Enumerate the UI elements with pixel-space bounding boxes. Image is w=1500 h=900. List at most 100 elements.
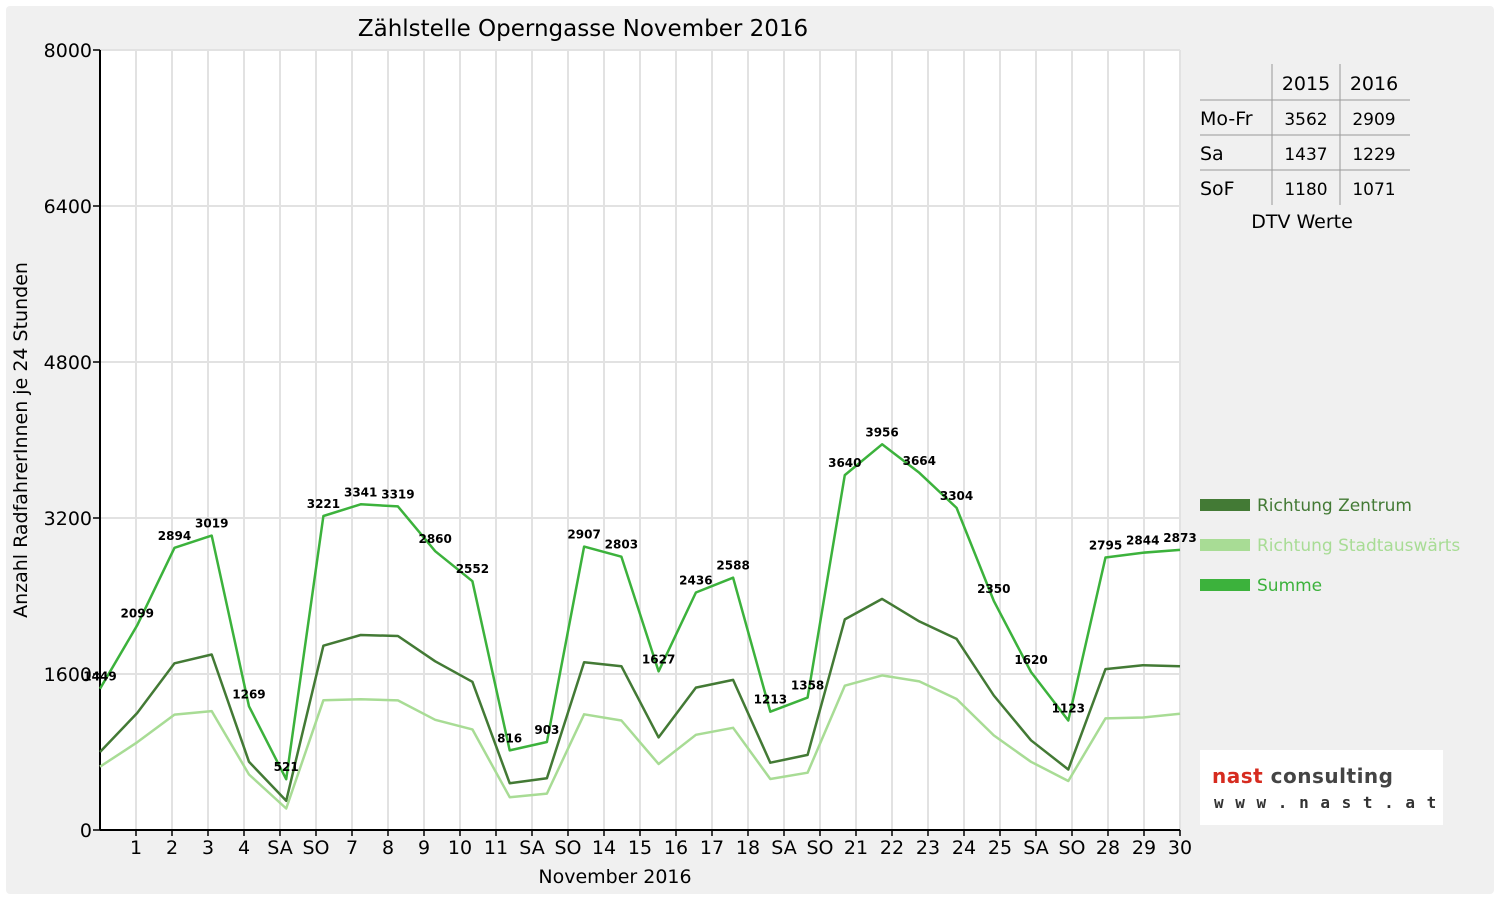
data-label: 2873	[1163, 531, 1196, 545]
x-tick-label: 15	[628, 837, 652, 859]
x-tick-label: SA	[267, 837, 292, 859]
x-tick-label: 29	[1132, 837, 1156, 859]
x-tick-label: 1	[130, 837, 142, 859]
data-label: 1620	[1014, 653, 1047, 667]
dtv-table: 2015 2016 Mo-Fr 3562 2909 Sa 1437 1229 SoF 1180 10…	[1200, 64, 1410, 233]
x-tick-label: 21	[844, 837, 868, 859]
y-tick-label: 3200	[44, 508, 92, 530]
logo-url: w w w . n a s t . a t	[1214, 793, 1438, 812]
series-line-summe	[98, 443, 1181, 781]
series-layer	[98, 443, 1181, 810]
x-tick-label: SO	[1058, 837, 1085, 859]
data-label: 3640	[828, 456, 861, 470]
y-tick-label: 1600	[44, 664, 92, 686]
logo-word-consulting: consulting	[1270, 764, 1394, 788]
table-row-label: Mo-Fr	[1200, 108, 1253, 130]
data-label: 2907	[567, 528, 600, 542]
x-tick-label: 10	[448, 837, 472, 859]
legend-label: Richtung Zentrum	[1257, 496, 1412, 516]
x-tick-label: SO	[806, 837, 833, 859]
x-tick-label: 8	[382, 837, 394, 859]
x-tick-label: 3	[202, 837, 214, 859]
x-tick-label: 25	[988, 837, 1012, 859]
legend-swatch	[1200, 499, 1250, 511]
x-tick-label: 9	[418, 837, 430, 859]
data-label: 903	[534, 723, 559, 737]
x-axis-title: November 2016	[538, 866, 691, 888]
data-label: 816	[497, 731, 522, 745]
x-tick-label: 24	[952, 837, 976, 859]
data-label: 2795	[1089, 538, 1122, 552]
x-tick-label: 11	[484, 837, 508, 859]
table-cell: 3562	[1284, 110, 1327, 130]
data-label: 2436	[679, 573, 712, 587]
x-tick-label: 18	[736, 837, 760, 859]
data-label: 521	[274, 760, 299, 774]
legend-swatch	[1200, 539, 1250, 551]
data-label: 3956	[865, 425, 898, 439]
x-tick-label: SA	[771, 837, 796, 859]
legend-label: Richtung Stadtauswärts	[1257, 536, 1460, 556]
data-label: 2099	[121, 606, 154, 620]
y-tick-label: 8000	[44, 40, 92, 62]
nast-consulting-logo: nast consulting w w w . n a s t . a t	[1200, 750, 1443, 825]
logo-name: nast consulting	[1212, 764, 1393, 788]
data-label: 2588	[716, 559, 749, 573]
x-tick-label: 7	[346, 837, 358, 859]
data-label: 1449	[83, 670, 116, 684]
y-tick-label: 0	[80, 820, 92, 842]
x-tick-label: 23	[916, 837, 940, 859]
data-label: 2860	[418, 532, 451, 546]
table-header: 2015	[1282, 73, 1330, 95]
legend-swatch	[1200, 579, 1250, 591]
x-tick-label: 16	[664, 837, 688, 859]
data-label: 3019	[195, 517, 228, 531]
data-label: 3304	[940, 489, 973, 503]
x-tick-label: SA	[519, 837, 544, 859]
data-label: 2894	[158, 529, 191, 543]
data-label: 3221	[307, 497, 340, 511]
data-label: 1213	[754, 693, 787, 707]
data-label: 3319	[381, 487, 414, 501]
data-label: 2803	[605, 538, 638, 552]
y-tick-label: 4800	[44, 352, 92, 374]
data-label: 2350	[977, 582, 1010, 596]
table-cell: 1071	[1352, 180, 1395, 200]
x-tick-label: SO	[554, 837, 581, 859]
logo-word-nast: nast	[1212, 764, 1271, 788]
table-row-label: SoF	[1200, 178, 1235, 200]
x-tick-label: 28	[1096, 837, 1120, 859]
x-tick-label: 14	[592, 837, 616, 859]
table-cell: 2909	[1352, 110, 1395, 130]
x-tick-label: 2	[166, 837, 178, 859]
x-tick-label: 4	[238, 837, 250, 859]
data-labels: 1449 2099 2894 3019 1269 521 3221 3341 3319 2860 2…	[83, 425, 1196, 774]
data-label: 1123	[1052, 702, 1085, 716]
legend: Richtung Zentrum Richtung Stadtauswärts Su…	[1200, 496, 1460, 596]
table-caption: DTV Werte	[1251, 211, 1353, 233]
data-label: 2552	[456, 562, 489, 576]
data-label: 2844	[1126, 534, 1159, 548]
table-cell: 1437	[1284, 145, 1327, 165]
table-cell: 1229	[1352, 145, 1395, 165]
data-label: 1269	[232, 687, 265, 701]
legend-label: Summe	[1257, 576, 1322, 596]
chart-title: Zählstelle Operngasse November 2016	[358, 16, 808, 42]
data-label: 3664	[903, 454, 936, 468]
x-tick-label: 22	[880, 837, 904, 859]
data-label: 1627	[642, 652, 675, 666]
x-tick-label: 17	[700, 837, 724, 859]
data-label: 1358	[791, 679, 824, 693]
table-header: 2016	[1350, 73, 1398, 95]
x-tick-label: 30	[1168, 837, 1192, 859]
table-row-label: Sa	[1200, 143, 1224, 165]
x-tick-label: SA	[1023, 837, 1048, 859]
y-axis-title: Anzahl RadfahrerInnen je 24 Stunden	[10, 262, 32, 618]
series-line-richtung-stadtausw-rts	[99, 674, 1181, 810]
data-label: 3341	[344, 485, 377, 499]
x-tick-label: SO	[302, 837, 329, 859]
series-line-richtung-zentrum	[99, 597, 1181, 803]
axes: 1 2 3 4 SA SO 7 8 9 10 11 SA SO 14 15 16 17 18 SA SO 21 22 23 2…	[44, 40, 1192, 859]
table-cell: 1180	[1284, 180, 1327, 200]
